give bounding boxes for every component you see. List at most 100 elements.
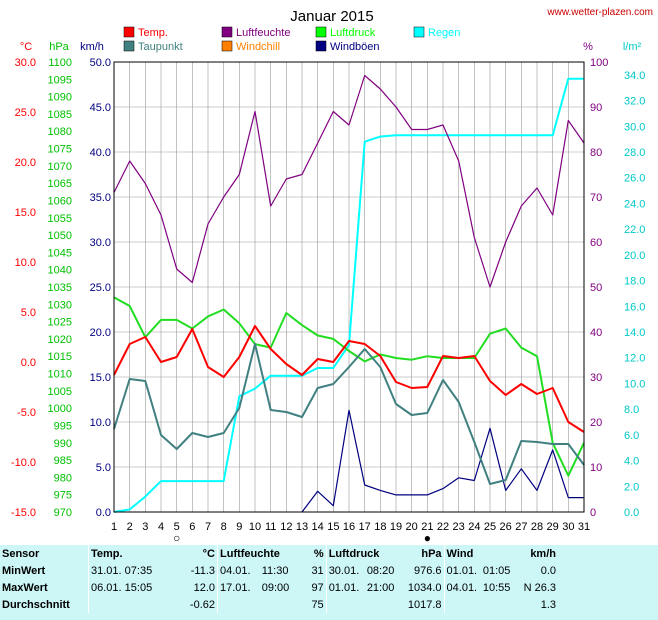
legend-swatch bbox=[315, 26, 327, 38]
humidity-tick-label: 20 bbox=[590, 417, 602, 429]
temp-date: 31.01. bbox=[91, 564, 122, 577]
temp-tick-label: -15.0 bbox=[11, 507, 36, 519]
rain-tick-label: 34.0 bbox=[624, 70, 645, 82]
wind-tick-label: 40.0 bbox=[90, 147, 111, 159]
row-label: Durchschnitt bbox=[2, 598, 70, 611]
press-date: 30.01. bbox=[325, 562, 365, 579]
pressure-header: Luftdruck bbox=[325, 545, 400, 562]
rain-tick-label: 18.0 bbox=[624, 276, 645, 288]
row-label: MinWert bbox=[2, 564, 46, 577]
rain-tick-label: 32.0 bbox=[624, 96, 645, 108]
humidity-tick-label: 70 bbox=[590, 192, 602, 204]
press-time bbox=[365, 596, 400, 613]
x-tick-label: 29 bbox=[547, 521, 559, 533]
rain-tick-label: 14.0 bbox=[624, 327, 645, 339]
pressure-tick-label: 1045 bbox=[48, 247, 72, 259]
rain-tick-label: 22.0 bbox=[624, 224, 645, 236]
series-line-taupunkt bbox=[113, 343, 585, 485]
rain-tick-label: 4.0 bbox=[624, 456, 639, 468]
series-line-temp bbox=[113, 325, 585, 433]
rain-tick-label: 0.0 bbox=[624, 507, 639, 519]
rain-tick-label: 10.0 bbox=[624, 378, 645, 390]
legend-swatch bbox=[123, 40, 135, 52]
temp-tick-label: -5.0 bbox=[17, 407, 36, 419]
temp-tick-label: 5.0 bbox=[21, 307, 36, 319]
press-date: 01.01. bbox=[325, 579, 365, 596]
x-tick-label: 25 bbox=[484, 521, 496, 533]
pressure-tick-label: 1075 bbox=[48, 144, 72, 156]
legend-label: Taupunkt bbox=[138, 41, 183, 53]
temp-tick-label: 15.0 bbox=[15, 207, 36, 219]
x-tick-label: 6 bbox=[189, 521, 195, 533]
site-url[interactable]: www.wetter-plazen.com bbox=[546, 7, 653, 18]
wind-tick-label: 35.0 bbox=[90, 192, 111, 204]
temp-date-time bbox=[88, 596, 161, 613]
wind-header: Wind bbox=[443, 545, 514, 562]
pressure-tick-label: 1020 bbox=[48, 334, 72, 346]
legend-label: Temp. bbox=[138, 27, 168, 39]
x-tick-label: 16 bbox=[343, 521, 355, 533]
pressure-axis-unit: hPa bbox=[49, 41, 69, 53]
series-layer bbox=[113, 74, 585, 513]
humidity-header: Luftfeuchte bbox=[216, 545, 298, 562]
humidity-tick-label: 40 bbox=[590, 327, 602, 339]
rain-tick-label: 24.0 bbox=[624, 198, 645, 210]
x-tick-label: 28 bbox=[531, 521, 543, 533]
rain-axis-unit: l/m² bbox=[623, 41, 642, 53]
temp-date-time: 31.01. 07:35 bbox=[88, 562, 161, 579]
x-tick-label: 19 bbox=[390, 521, 402, 533]
temp-value: 12.0 bbox=[193, 581, 215, 594]
x-tick-label: 1 bbox=[111, 521, 117, 533]
stats-header-row: Sensor Temp. °C Luftfeuchte % Luftdruck … bbox=[0, 545, 558, 562]
press-date bbox=[325, 596, 365, 613]
pressure-tick-label: 1015 bbox=[48, 351, 72, 363]
humidity-tick-label: 60 bbox=[590, 237, 602, 249]
x-tick-label: 7 bbox=[205, 521, 211, 533]
wind-tick-label: 25.0 bbox=[90, 282, 111, 294]
pressure-tick-label: 1065 bbox=[48, 178, 72, 190]
hum-date: 17.01. bbox=[216, 579, 260, 596]
full-moon-icon: ○ bbox=[173, 531, 180, 545]
x-tick-label: 12 bbox=[280, 521, 292, 533]
weather-chart: Januar 2015 www.wetter-plazen.com Temp. L… bbox=[11, 7, 653, 545]
pressure-tick-label: 1035 bbox=[48, 282, 72, 294]
press-value: 1034.0 bbox=[407, 581, 442, 594]
press-value: 976.6 bbox=[414, 564, 442, 577]
humidity-tick-label: 100 bbox=[590, 57, 608, 69]
x-tick-label: 4 bbox=[158, 521, 164, 533]
pressure-tick-label: 980 bbox=[54, 472, 72, 484]
stats-panel: Sensor Temp. °C Luftfeuchte % Luftdruck … bbox=[0, 545, 658, 620]
pressure-tick-label: 1010 bbox=[48, 369, 72, 381]
pressure-tick-label: 1085 bbox=[48, 109, 72, 121]
series-line-windböen bbox=[301, 409, 584, 513]
temp-unit-header: °C bbox=[202, 547, 215, 560]
series-line-luftfeuchte bbox=[113, 74, 585, 288]
legend-label: Windchill bbox=[236, 41, 280, 53]
temp-header: Temp. bbox=[88, 545, 161, 562]
pressure-tick-label: 990 bbox=[54, 438, 72, 450]
press-value: 1017.8 bbox=[407, 598, 442, 611]
x-tick-label: 13 bbox=[296, 521, 308, 533]
chart-title: Januar 2015 bbox=[290, 8, 373, 25]
axis-ticks: 30.0 25.0 20.0 15.0 10.0 5.0 0.0 -5.0 -10.0 -15.0… bbox=[11, 57, 646, 519]
wind-time: 01:05 bbox=[482, 564, 511, 577]
temp-tick-label: 25.0 bbox=[15, 107, 36, 119]
humidity-tick-label: 0 bbox=[590, 507, 596, 519]
wind-tick-label: 0.0 bbox=[96, 507, 111, 519]
rain-tick-label: 16.0 bbox=[624, 301, 645, 313]
pressure-tick-label: 975 bbox=[54, 490, 72, 502]
x-tick-label: 22 bbox=[437, 521, 449, 533]
rain-tick-label: 12.0 bbox=[624, 353, 645, 365]
hum-time: 09:00 bbox=[261, 581, 290, 594]
x-tick-label: 2 bbox=[127, 521, 133, 533]
stats-row-min: MinWert 31.01. 07:35 -11.3 04.01. 11:30 … bbox=[0, 562, 558, 579]
stats-table: Sensor Temp. °C Luftfeuchte % Luftdruck … bbox=[0, 545, 558, 613]
x-tick-label: 18 bbox=[374, 521, 386, 533]
pressure-tick-label: 1005 bbox=[48, 386, 72, 398]
pressure-tick-label: 970 bbox=[54, 507, 72, 519]
x-tick-label: 17 bbox=[359, 521, 371, 533]
legend-label: Windböen bbox=[330, 41, 380, 53]
rain-tick-label: 6.0 bbox=[624, 430, 639, 442]
pressure-tick-label: 1070 bbox=[48, 161, 72, 173]
stats-row-avg: Durchschnitt -0.62 75 1017.8 1.3 bbox=[0, 596, 558, 613]
